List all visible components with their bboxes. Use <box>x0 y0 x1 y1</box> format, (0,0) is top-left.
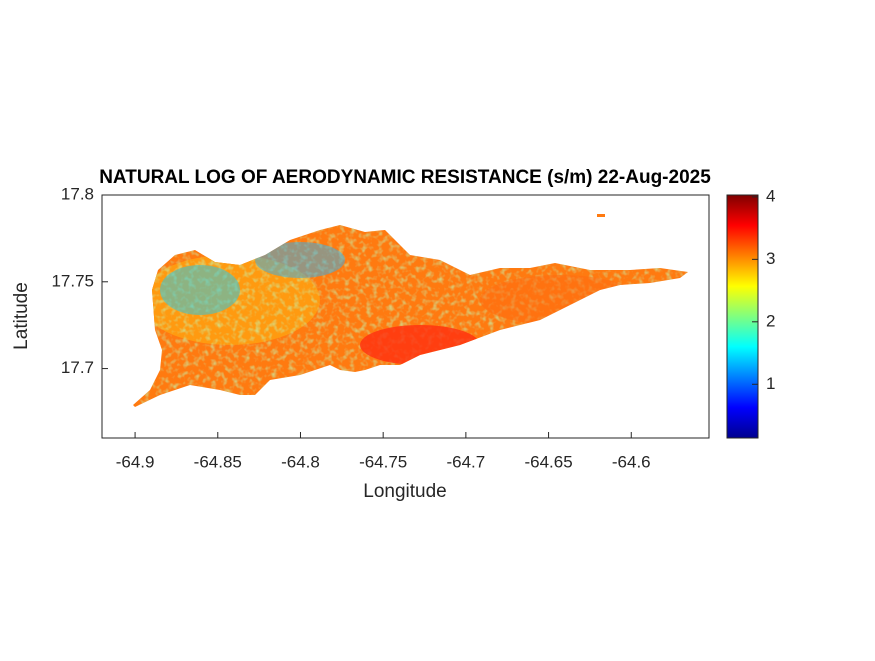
x-tick-label: -64.6 <box>612 452 651 471</box>
y-tick-label: 17.8 <box>61 184 94 203</box>
x-tick-label: -64.65 <box>524 452 572 471</box>
x-tick-label: -64.85 <box>194 452 242 471</box>
colorbar-tick-label: 3 <box>766 249 775 268</box>
islet <box>597 214 605 217</box>
colorbar-tick-label: 1 <box>766 374 775 393</box>
colorbar-tick-label: 2 <box>766 311 775 330</box>
x-axis-label: Longitude <box>363 481 446 502</box>
colorbar <box>726 194 759 439</box>
x-tick-label: -64.7 <box>446 452 485 471</box>
chart-title: NATURAL LOG OF AERODYNAMIC RESISTANCE (s… <box>99 167 711 188</box>
x-tick-label: -64.75 <box>359 452 407 471</box>
y-tick-label: 17.75 <box>51 271 94 290</box>
y-axis-label: Latitude <box>11 282 32 350</box>
colorbar-tick-label: 4 <box>766 186 775 205</box>
x-tick-label: -64.9 <box>116 452 155 471</box>
y-tick-label: 17.7 <box>61 358 94 377</box>
x-tick-label: -64.8 <box>281 452 320 471</box>
